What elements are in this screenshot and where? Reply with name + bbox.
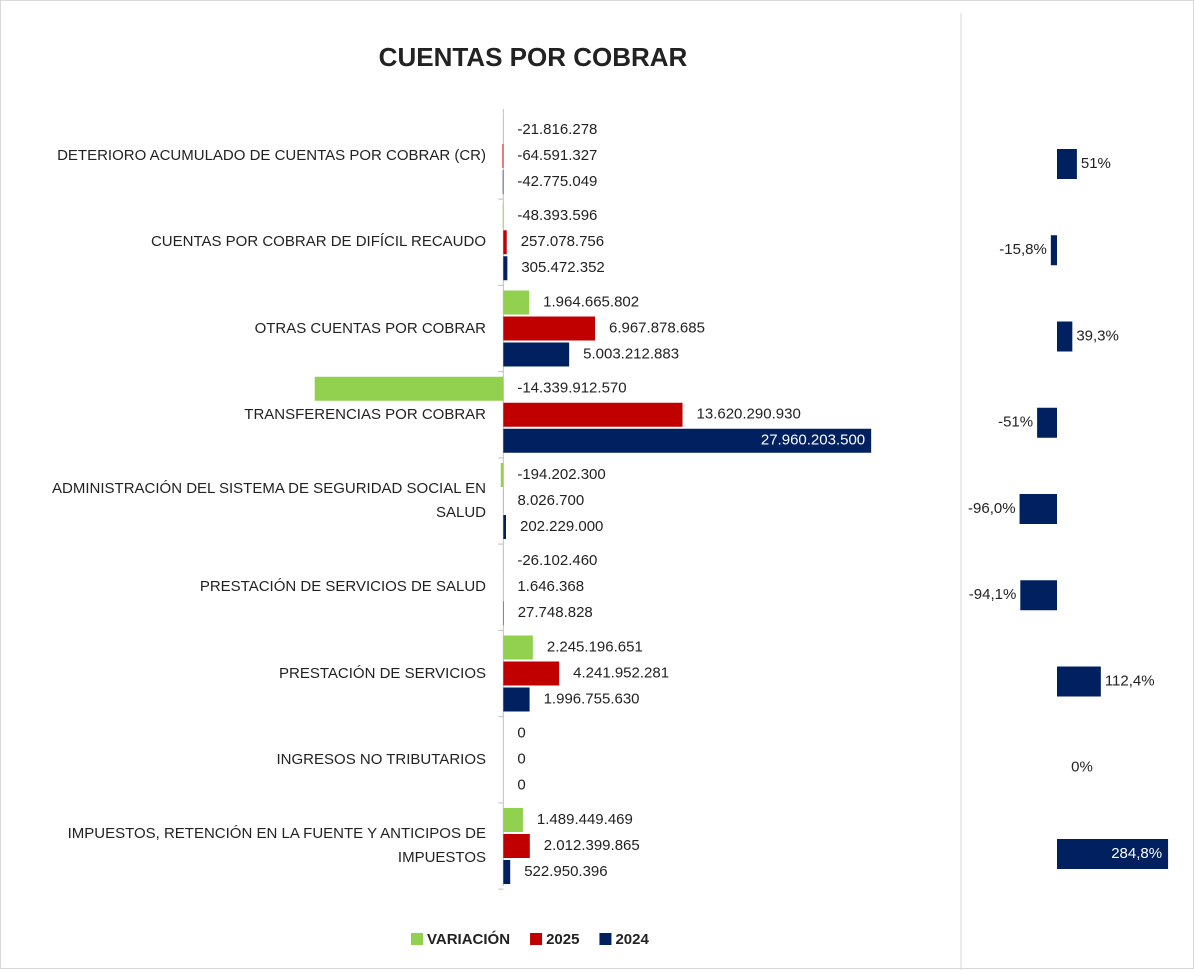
value-label: -21.816.278 [517,121,597,138]
value-label: -14.339.912.570 [517,380,626,397]
value-label: -94,1% [969,586,1017,603]
value-label: 1.964.665.802 [543,293,639,310]
bar [1057,322,1072,352]
category-label: PRESTACIÓN DE SERVICIOS [6,662,486,686]
bar [503,230,506,254]
value-label: 13.620.290.930 [697,406,801,423]
value-label: 202.229.000 [520,518,603,535]
value-label: -64.591.327 [517,147,597,164]
value-label: 305.472.352 [521,259,604,276]
value-label: -194.202.300 [517,466,605,483]
bar [503,403,682,427]
legend-label: 2024 [615,931,649,948]
bar [1020,580,1057,610]
bar [503,515,506,539]
bar [503,636,533,660]
value-label: 522.950.396 [524,863,607,880]
bar [503,834,529,858]
value-label: -48.393.596 [517,207,597,224]
value-label: -42.775.049 [517,173,597,190]
category-label: OTRAS CUENTAS POR COBRAR [6,317,486,341]
category-label: ADMINISTRACIÓN DEL SISTEMA DE SEGURIDAD … [6,477,486,525]
bar [503,343,569,367]
value-label: 257.078.756 [521,233,604,250]
category-label: TRANSFERENCIAS POR COBRAR [6,403,486,427]
legend-label: 2025 [546,931,579,948]
bar [501,463,504,487]
value-label: 8.026.700 [517,492,584,509]
value-label: 5.003.212.883 [583,345,679,362]
bar [503,291,529,315]
bar [1057,149,1077,179]
value-label: -51% [998,414,1033,431]
bar [503,860,510,884]
value-label: -15,8% [999,241,1047,258]
bar [503,688,529,712]
bar [503,170,504,194]
bar [503,317,595,341]
category-label: CUENTAS POR COBRAR DE DIFÍCIL RECAUDO [6,230,486,254]
legend-swatch [599,933,611,945]
value-label: 4.241.952.281 [573,664,669,681]
value-label: 0% [1071,759,1093,776]
value-label: 27.748.828 [518,604,593,621]
value-label: 51% [1081,155,1111,172]
category-label: DETERIORO ACUMULADO DE CUENTAS POR COBRA… [6,144,486,168]
value-label: -26.102.460 [517,552,597,569]
value-label: 6.967.878.685 [609,319,705,336]
legend-swatch [530,933,542,945]
value-label: 2.012.399.865 [544,837,640,854]
value-label: 284,8% [1111,845,1162,862]
bar [503,204,504,228]
value-label: 112,4% [1105,672,1155,689]
value-label: 1.996.755.630 [544,690,640,707]
value-label: 27.960.203.500 [761,432,865,449]
bar [1057,667,1101,697]
bar [502,144,503,168]
value-label: 0 [517,725,525,742]
bar [315,377,504,401]
bar [1051,235,1057,265]
legend-label: VARIACIÓN [427,930,510,948]
value-label: 0 [517,777,525,794]
category-label: PRESTACIÓN DE SERVICIOS DE SALUD [6,575,486,599]
legend-swatch [411,933,423,945]
value-label: 1.646.368 [517,578,584,595]
bar [1020,494,1057,524]
value-label: 2.245.196.651 [547,638,643,655]
value-label: 0 [517,751,525,768]
bar [1037,408,1057,438]
value-label: 39,3% [1076,327,1119,344]
bar [503,808,523,832]
chart-title: CUENTAS POR COBRAR [379,42,688,72]
value-label: -96,0% [968,500,1016,517]
value-label: 1.489.449.469 [537,811,633,828]
bar [503,662,559,686]
category-label: INGRESOS NO TRIBUTARIOS [6,748,486,772]
bar [503,256,507,280]
category-label: IMPUESTOS, RETENCIÓN EN LA FUENTE Y ANTI… [6,822,486,870]
